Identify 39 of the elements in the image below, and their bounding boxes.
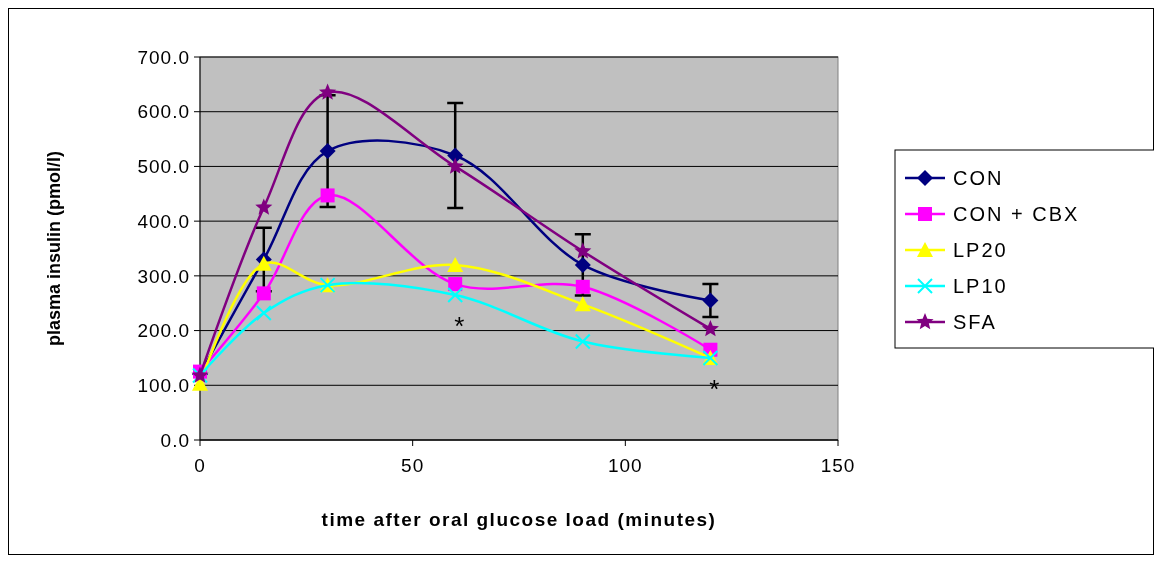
point [256, 286, 271, 301]
legend-label: CON [953, 167, 1004, 189]
point [575, 279, 590, 294]
point [447, 147, 464, 164]
point [448, 277, 463, 292]
x-tick-label: 0 [194, 455, 206, 476]
y-tick-label: 400.0 [137, 210, 190, 232]
y-axis-title: plasma insulin (pmol/l) [44, 150, 64, 347]
legend-label: CON + CBX [953, 203, 1080, 225]
point [319, 83, 337, 100]
y-tick-label: 0.0 [160, 429, 190, 451]
point [574, 256, 591, 273]
y-tick-label: 200.0 [137, 320, 190, 342]
x-tick-label: 150 [820, 455, 856, 476]
point [574, 296, 591, 312]
y-tick-label: 600.0 [137, 101, 190, 123]
point [319, 143, 336, 160]
y-tick-label: 500.0 [137, 156, 190, 178]
point [255, 305, 272, 322]
point [447, 256, 464, 272]
y-tick-label: 700.0 [137, 46, 190, 68]
y-tick-label: 100.0 [137, 374, 190, 396]
point [255, 198, 273, 215]
legend-label: LP10 [953, 275, 1008, 297]
annotation: * [454, 311, 465, 342]
point [447, 287, 464, 304]
point [446, 157, 464, 174]
legend-label: SFA [953, 311, 997, 333]
point [574, 333, 591, 350]
x-tick-label: 100 [607, 455, 643, 476]
x-axis-title: time after oral glucose load (minutes) [321, 509, 717, 530]
legend-label: LP20 [953, 239, 1008, 261]
y-tick-label: 300.0 [137, 265, 190, 287]
point [701, 319, 719, 337]
point [255, 255, 272, 271]
point [702, 292, 719, 309]
point [320, 188, 335, 203]
point [574, 242, 592, 259]
x-tick-label: 50 [401, 455, 425, 476]
